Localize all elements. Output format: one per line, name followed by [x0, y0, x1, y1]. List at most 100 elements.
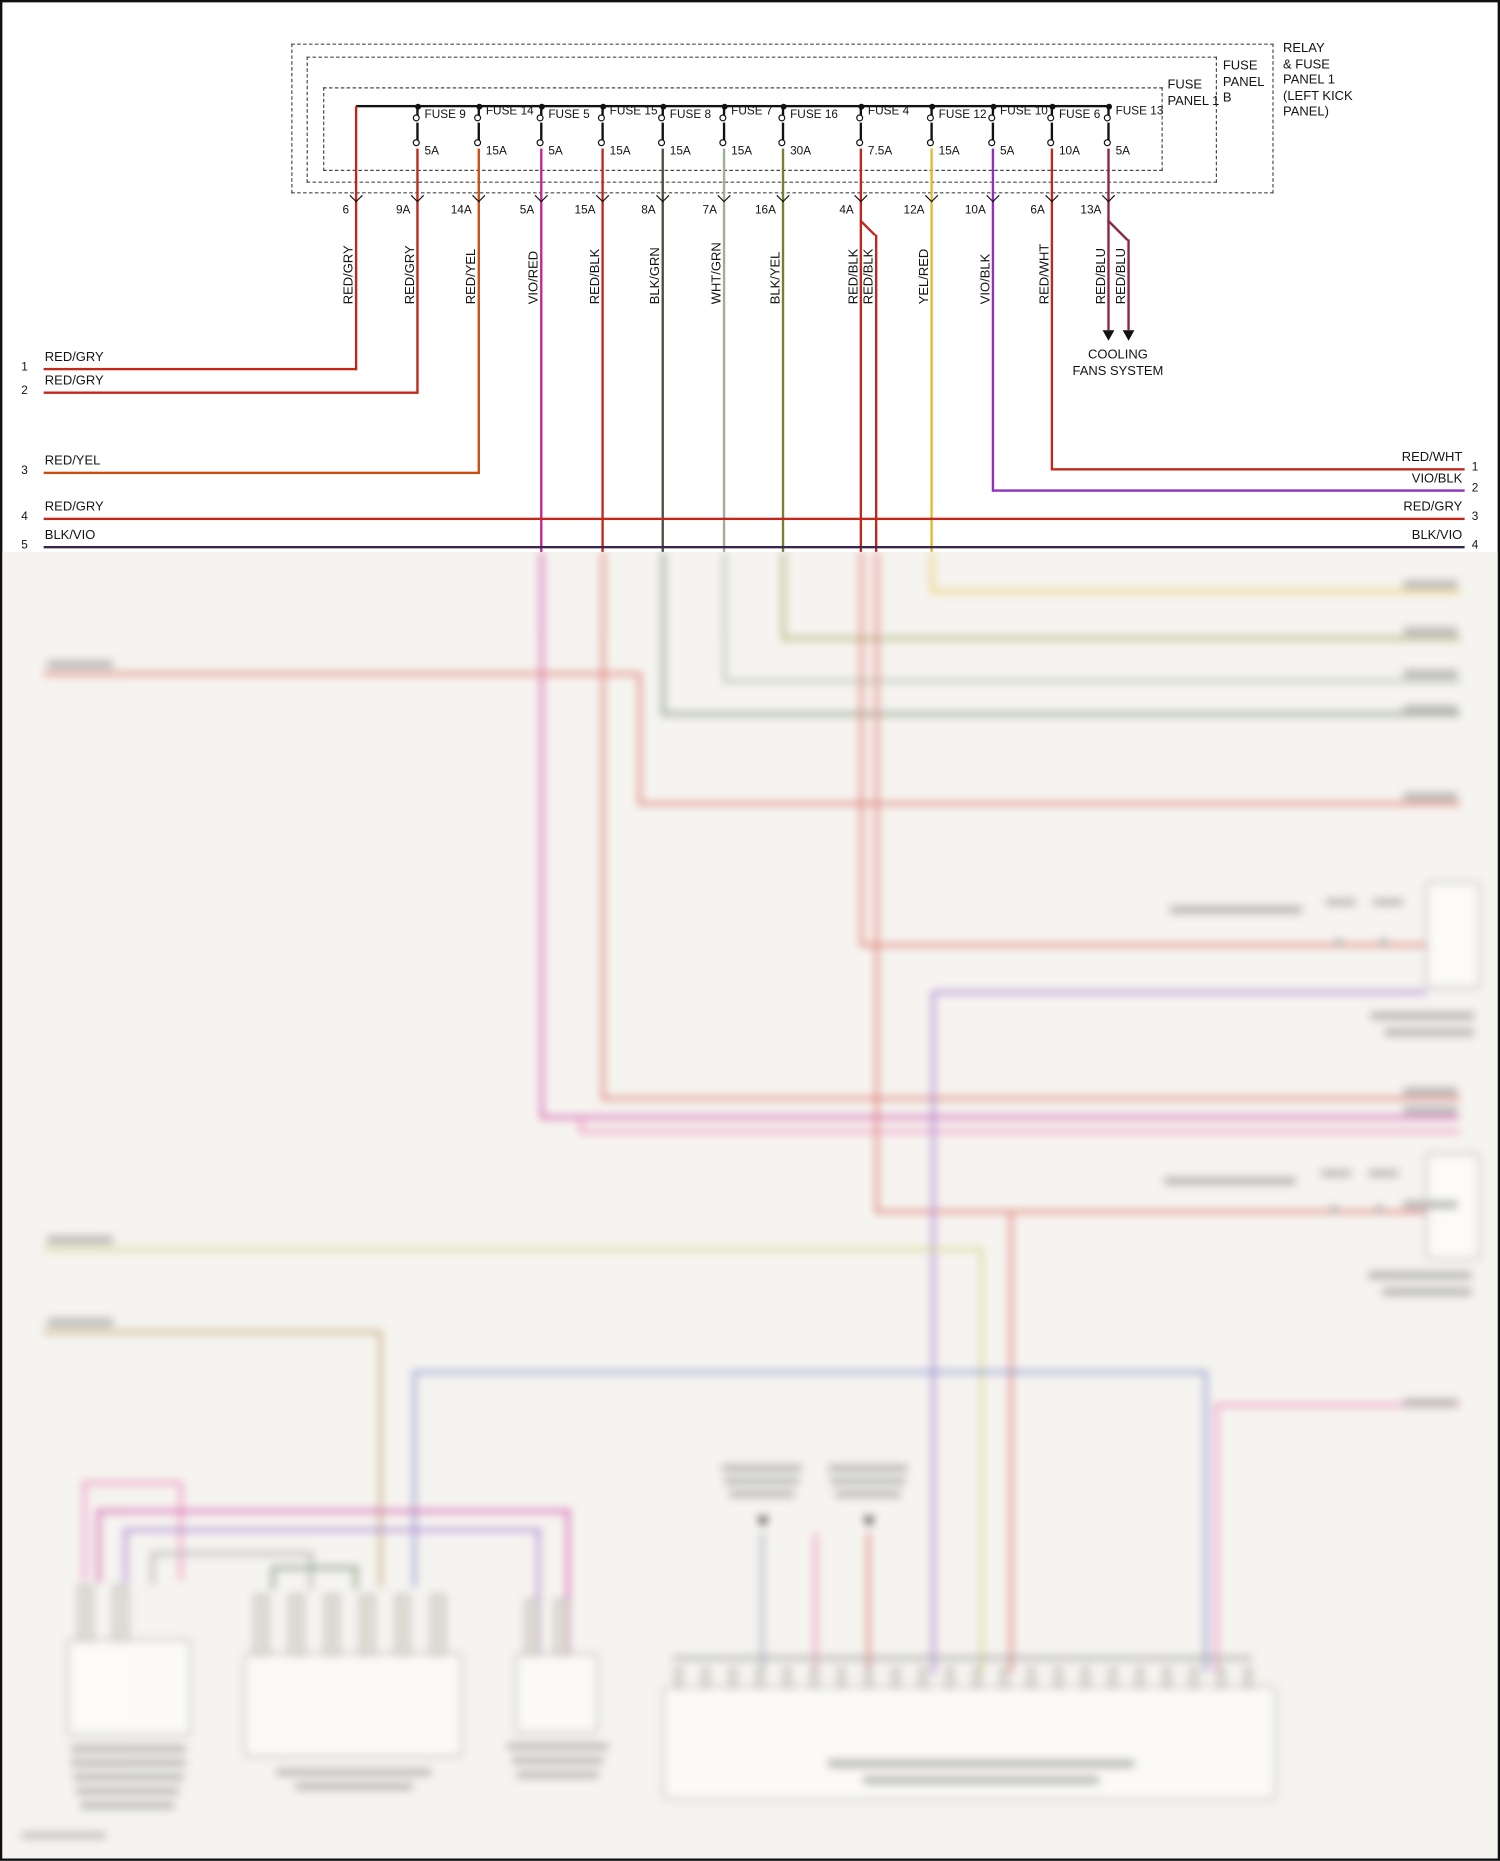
- fuse-terminal-circle: [777, 114, 785, 122]
- wire-vertical: [354, 106, 358, 371]
- blurred-connector-stub: [728, 1667, 738, 1689]
- blurred-connector-stub: [972, 1667, 982, 1689]
- blurred-wire-segment: [43, 1247, 984, 1252]
- fuse-body-line: [601, 122, 604, 141]
- blurred-wire-segment: [661, 551, 666, 716]
- blurred-wire-segment: [662, 712, 1460, 716]
- blurred-wire-segment: [123, 1528, 542, 1532]
- fuse-lead-line: [992, 106, 994, 116]
- fuse-terminal-circle: [1103, 139, 1111, 147]
- blurred-text-bar: [516, 1771, 600, 1779]
- fuse-amp-label: 30A: [790, 145, 812, 159]
- cooling-fans-system-label: COOLING FANS SYSTEM: [1072, 347, 1164, 379]
- wire-vertical: [1050, 148, 1054, 471]
- fuse-body-line: [859, 122, 862, 141]
- blurred-text-bar: [1382, 1287, 1472, 1296]
- blurred-text-bar: [80, 1801, 175, 1809]
- blurred-wire-segment: [875, 551, 879, 1214]
- blurred-connector-stub: [253, 1594, 269, 1656]
- blurred-text-bar: [75, 1787, 180, 1795]
- wire-color-label: RED/BLK: [862, 248, 877, 305]
- blurred-wiring-art: [2, 551, 1497, 1859]
- fuse-amp-label: 5A: [1115, 145, 1130, 159]
- wire-color-label: RED/BLU: [1094, 248, 1109, 305]
- blurred-wire-segment: [123, 1530, 128, 1583]
- blurred-text-bar: [1325, 898, 1357, 906]
- fuse-lead-line: [859, 106, 862, 116]
- left-terminal-label: RED/GRY: [44, 350, 104, 365]
- blurred-text-bar: [1372, 898, 1404, 906]
- blurred-wire-segment: [860, 943, 1427, 947]
- blurred-text-bar: [1367, 1169, 1399, 1177]
- blurred-text-bar: [511, 1757, 604, 1765]
- blurred-wire-segment: [82, 1481, 183, 1485]
- terminal-wire-line: [43, 517, 1465, 521]
- wire-horizontal: [1051, 468, 1465, 471]
- blurred-wire-segment: [931, 990, 936, 1675]
- blurred-wire-segment: [96, 1511, 101, 1583]
- blurred-wire-segment: [580, 1129, 1460, 1134]
- fuse-body-line: [723, 122, 725, 141]
- blurred-wire-segment: [82, 1483, 87, 1581]
- terminal-wire-line: [43, 545, 1465, 549]
- fuse-terminal-circle: [597, 114, 605, 122]
- blurred-wire-segment: [781, 551, 786, 641]
- fuse-name-label: FUSE 10: [1000, 104, 1048, 118]
- blurred-connector-stub: [783, 1667, 792, 1689]
- blurred-wire-segment: [566, 1511, 570, 1656]
- blurred-wire-segment: [1215, 1403, 1460, 1407]
- blurred-wire-segment: [1214, 1403, 1219, 1673]
- blurred-wire-segment: [930, 551, 934, 594]
- blurred-component-box: [244, 1653, 463, 1758]
- fuse-panel-1-outline: [323, 87, 1163, 171]
- wire-horizontal: [43, 391, 418, 394]
- blurred-text-bar: [724, 1477, 800, 1485]
- fuse-body-line: [1051, 122, 1053, 141]
- fuse-name-label: FUSE 16: [790, 108, 838, 122]
- fuse-name-label: FUSE 15: [609, 104, 658, 118]
- fuse-name-label: FUSE 5: [548, 108, 590, 122]
- fuse-body-line: [540, 122, 543, 141]
- blurred-text-bar: [47, 1235, 114, 1245]
- blurred-wire-segment: [601, 551, 605, 1101]
- blurred-connector-stub: [324, 1594, 340, 1656]
- fuse-terminal-circle: [657, 114, 665, 122]
- fuse-lead-line: [416, 106, 419, 116]
- wire-color-label: WHT/GRN: [709, 242, 725, 305]
- fuse-lead-line: [930, 106, 933, 116]
- blurred-wire-segment: [43, 672, 641, 676]
- wire-color-label: RED/GRY: [403, 245, 418, 305]
- wire-pin-label: 6A: [1030, 204, 1045, 217]
- blurred-connector-stub: [1189, 1667, 1199, 1689]
- blurred-text-bar: [1403, 1398, 1458, 1407]
- blurred-text-bar: [834, 1490, 901, 1498]
- blurred-text-bar: [1403, 1106, 1458, 1115]
- wire-vertical: [1107, 148, 1110, 331]
- blurred-text-bar: [863, 1775, 1100, 1785]
- left-terminal-number: 3: [21, 464, 28, 478]
- blurred-connector-stub: [113, 1584, 129, 1642]
- blurred-connector-stub: [1081, 1667, 1090, 1689]
- blurred-connector-stub: [395, 1594, 411, 1656]
- blurred-text-bar: [1403, 669, 1458, 679]
- blurred-wire-segment: [540, 551, 544, 1120]
- blurred-wire-segment: [1204, 1370, 1208, 1673]
- blurred-text-bar: [1169, 905, 1302, 914]
- fuse-lead-line: [540, 106, 543, 116]
- fuse-terminal-circle: [1046, 114, 1054, 122]
- fuse-amp-label: 5A: [548, 145, 563, 159]
- wire-pin-label: 14A: [450, 204, 472, 217]
- blurred-component-box: [515, 1653, 598, 1734]
- fuse-body-line: [661, 122, 664, 141]
- left-terminal-number: 5: [21, 538, 28, 552]
- right-terminal-label: VIO/BLK: [1411, 471, 1463, 486]
- blurred-connector-stub: [359, 1594, 376, 1656]
- blurred-text-bar: [1403, 1087, 1458, 1096]
- blurred-wire-segment: [979, 1247, 984, 1675]
- blurred-text-bar: [1403, 792, 1458, 801]
- fuse-terminal-circle: [855, 114, 863, 122]
- blurred-text-bar: [728, 1490, 795, 1498]
- blurred-wire-segment: [150, 1554, 155, 1585]
- wire-vertical: [477, 148, 480, 475]
- fuse-amp-label: 10A: [1058, 145, 1080, 159]
